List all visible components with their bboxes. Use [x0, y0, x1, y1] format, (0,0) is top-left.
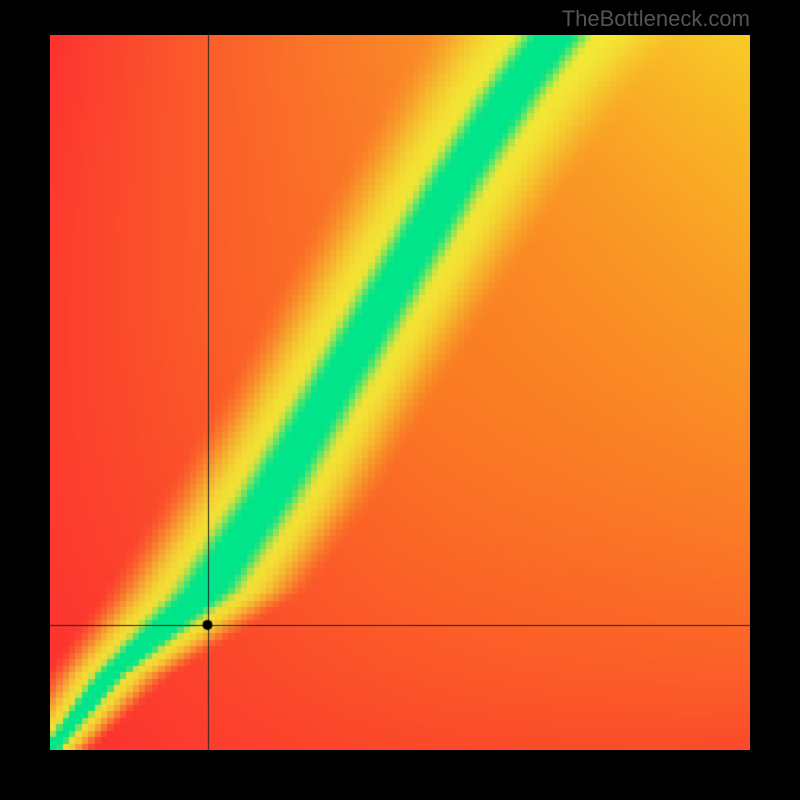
- chart-stage: TheBottleneck.com: [0, 0, 800, 800]
- crosshair-overlay: [0, 0, 800, 800]
- watermark-text: TheBottleneck.com: [562, 6, 750, 32]
